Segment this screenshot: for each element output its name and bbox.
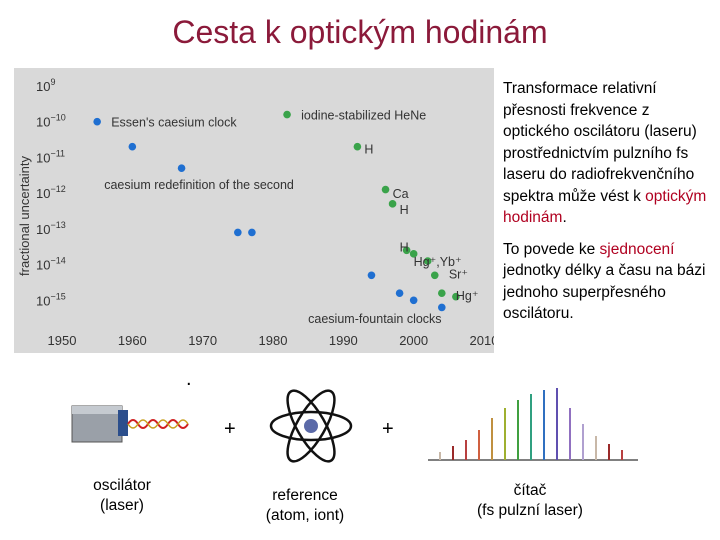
optical-clock-point: [388, 200, 397, 208]
y-tick-label: 109: [36, 77, 55, 94]
plus-sign-2: +: [382, 418, 394, 440]
optical-clock-point: [438, 289, 446, 297]
x-tick-label: 2010: [470, 333, 494, 348]
atom-icon: [269, 389, 353, 463]
uncertainty-chart: 1950 1960 1970 1980 1990 2000 2010 109 10−10 10−1…: [14, 68, 494, 353]
caesium-clock-point: [93, 117, 101, 126]
caesium-clock-point: [367, 271, 376, 280]
optical-clock-point: [283, 110, 291, 119]
chart-annotation: Hg⁺,Yb⁺: [414, 255, 462, 269]
caesium-clock-point: [438, 303, 446, 312]
x-tick-label: 1970: [188, 333, 217, 348]
highlight-unification: sjednocení: [599, 240, 675, 258]
chart-annotation: H: [364, 143, 373, 157]
y-tick-label: 10−15: [36, 291, 66, 308]
chart-annotation: Hg⁺: [456, 289, 479, 303]
optical-clock-point: [452, 292, 460, 301]
p2-end: jednotky délky a času na bázi jednoho su…: [503, 262, 706, 322]
caesium-clock-point: [128, 142, 137, 151]
chart-annotation: Sr⁺: [449, 268, 468, 282]
chart-annotation: H: [400, 203, 409, 217]
dot-mark: .: [186, 368, 192, 390]
optical-clock-point: [409, 250, 418, 258]
paragraph-1: Transformace relativní přesnosti frekven…: [503, 78, 708, 229]
y-tick-label: 10−12: [36, 184, 66, 201]
highlight-optical-clocks: optickým hodinám: [503, 187, 707, 227]
caesium-clock-point: [409, 296, 418, 305]
caesium-clock-point: [177, 164, 186, 172]
optical-clock-point: [353, 142, 362, 151]
y-tick-label: 10−11: [36, 148, 65, 165]
caesium-clock-point: [395, 289, 404, 297]
x-tick-label: 1990: [329, 333, 358, 348]
reference-label: reference (atom, iont): [265, 487, 345, 524]
frequency-comb-icon: [428, 388, 638, 461]
chart-annotation: Essen's caesium clock: [111, 116, 237, 130]
chart-annotation: iodine-stabilized HeNe: [301, 109, 426, 123]
p1-text: Transformace relativní přesnosti frekven…: [503, 80, 697, 205]
x-tick-label: 2000: [399, 333, 428, 348]
caesium-clock-point: [234, 228, 242, 237]
caesium-clock-point: [248, 228, 256, 237]
x-tick-label: 1950: [48, 333, 77, 348]
oscillator-label: oscilátor (laser): [93, 477, 151, 514]
description-text: Transformace relativní přesnosti frekven…: [503, 78, 708, 335]
p1-end: .: [562, 209, 567, 226]
optical-clock-point: [381, 185, 390, 194]
plus-sign-1: +: [224, 418, 236, 440]
paragraph-2: To povede ke sjednocení jednotky délky a…: [503, 239, 708, 325]
laser-icon: [71, 405, 189, 443]
x-tick-label: 1980: [259, 333, 288, 348]
y-tick-label: 10−13: [36, 220, 66, 237]
y-tick-label: 10−14: [36, 256, 66, 273]
y-tick-label: 10−10: [36, 113, 66, 130]
x-tick-label: 1960: [118, 333, 147, 348]
page-title: Cesta k optickým hodinám: [172, 14, 548, 50]
chart-annotation: H: [400, 241, 409, 255]
p2-text: To povede ke: [503, 240, 600, 258]
y-axis-label: fractional uncertainty: [17, 156, 32, 276]
chart-background: [14, 68, 494, 353]
counter-label: čítač (fs pulzní laser): [477, 482, 583, 519]
chart-annotation: caesium-fountain clocks: [308, 312, 441, 326]
optical-clock-point: [423, 257, 432, 265]
optical-clock-point: [430, 271, 439, 280]
chart-annotation: caesium redefinition of the second: [104, 178, 294, 192]
chart-annotation: Ca: [393, 187, 409, 201]
optical-clock-point: [402, 246, 411, 255]
